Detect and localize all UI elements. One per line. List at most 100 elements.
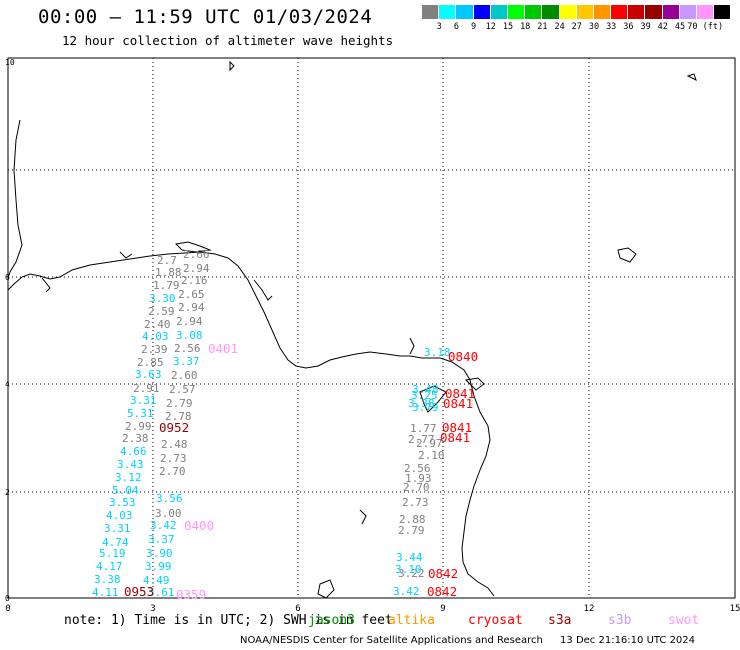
coastline-segment xyxy=(253,279,273,301)
wave-height-label: 3.99 xyxy=(145,560,172,573)
wave-height-label: 0401 xyxy=(208,341,238,356)
wave-height-label: 0841 xyxy=(440,430,470,445)
wave-height-label: 2.79 xyxy=(166,397,193,410)
wave-height-label: 2.99 xyxy=(125,420,152,433)
scale-swatch xyxy=(628,5,646,19)
coastline-segment xyxy=(464,377,485,391)
wave-height-label: 4.66 xyxy=(120,445,147,458)
wave-height-label: 3.63 xyxy=(135,368,162,381)
coastline-segment xyxy=(617,247,637,263)
mission-legend-s3a: s3a xyxy=(548,613,572,628)
y-tick-label: 6 xyxy=(5,273,10,282)
coastline-segment xyxy=(317,579,335,599)
scale-label: 18 xyxy=(520,22,531,32)
scale-swatch xyxy=(439,5,457,19)
map-title: 00:00 — 11:59 UTC 01/03/2024 xyxy=(38,6,373,28)
wave-height-label: 3.44 xyxy=(396,551,423,564)
scale-label: 42 xyxy=(657,22,668,32)
mission-legend-altika: altika xyxy=(388,613,435,628)
wave-height-label: 3.18 xyxy=(424,346,451,359)
wave-height-label: 2.38 xyxy=(122,432,149,445)
wave-height-label: 0359 xyxy=(176,587,206,602)
wave-height-label: 3.48 xyxy=(412,383,439,396)
scale-swatch xyxy=(507,5,526,19)
wave-height-label: 2.79 xyxy=(398,524,425,537)
wave-height-label: 3.31 xyxy=(130,394,157,407)
scale-swatch xyxy=(662,5,680,19)
scale-label: 30 xyxy=(588,22,600,32)
wave-height-label: 4.03 xyxy=(106,509,133,522)
map-frame xyxy=(7,57,736,599)
footer-note: note: 1) Time is in UTC; 2) SWH is in fe… xyxy=(64,613,699,628)
y-tick-label: 0 xyxy=(5,594,10,603)
scale-label: 15 xyxy=(502,22,514,32)
wave-height-label: 2.88 xyxy=(399,513,426,526)
coastline-segment xyxy=(7,119,23,279)
wave-height-label: 0842 xyxy=(428,566,458,581)
x-tick-label: 12 xyxy=(584,604,595,614)
credit-line: NOAA/NESDIS Center for Satellite Applica… xyxy=(240,635,695,646)
footer-note-text: note: 1) Time is in UTC; 2) SWH is in fe… xyxy=(64,613,393,628)
wave-height-label: 1.79 xyxy=(153,279,180,292)
wave-height-label: 0841 xyxy=(442,420,472,435)
wave-height-label: 2.94 xyxy=(183,262,210,275)
wave-height-label: 3.38 xyxy=(408,397,435,410)
wave-height-label: 0842 xyxy=(427,584,457,599)
wave-height-label: 3.37 xyxy=(148,533,175,546)
scale-swatch xyxy=(525,5,543,19)
wave-height-label: 3.79 xyxy=(412,401,439,414)
wave-height-label: 3.90 xyxy=(146,547,173,560)
wave-height-label: 3.12 xyxy=(115,471,142,484)
wave-height-label: 3.31 xyxy=(104,522,131,535)
wave-height-label: 0400 xyxy=(184,518,214,533)
scale-label: 6 xyxy=(453,22,459,32)
wave-height-label: 1.88 xyxy=(155,266,182,279)
scale-swatch xyxy=(679,5,697,19)
wave-height-label: 4.74 xyxy=(102,536,129,549)
wave-height-label: 3.25 xyxy=(411,389,438,402)
scale-label: 3 xyxy=(436,22,442,32)
wave-height-label: 5.19 xyxy=(99,547,126,560)
wave-height-label: 0841 xyxy=(443,396,473,411)
map-grid xyxy=(7,57,736,599)
wave-height-label: 0952 xyxy=(159,420,189,435)
wave-height-label: 3.42 xyxy=(150,519,177,532)
x-tick-label: 3 xyxy=(150,604,155,614)
wave-height-label: 2.7 xyxy=(157,254,177,267)
wave-height-label: 2.70 xyxy=(403,481,430,494)
scale-label: 27 xyxy=(571,22,582,32)
wave-height-label: 3.10 xyxy=(395,563,422,576)
wave-height-label: 3.56 xyxy=(156,492,183,505)
y-tick-label: 4 xyxy=(5,380,10,389)
wave-height-label: 2.60 xyxy=(171,369,198,382)
mission-legend-cryosat: cryosat xyxy=(468,613,523,628)
scale-swatch xyxy=(697,5,715,19)
wave-height-label: 2.77 xyxy=(408,433,435,446)
credit-text: NOAA/NESDIS Center for Satellite Applica… xyxy=(240,635,543,646)
scale-label: 70 (ft) xyxy=(687,22,724,32)
scale-swatch xyxy=(490,5,508,19)
scale-swatch xyxy=(645,5,663,19)
wave-height-label: 0840 xyxy=(448,349,478,364)
coastline-segment xyxy=(174,241,212,253)
wave-height-label: 2.73 xyxy=(402,496,429,509)
scale-swatch xyxy=(576,5,594,19)
coastline-segment xyxy=(419,385,447,413)
scale-swatch xyxy=(422,5,440,19)
wave-height-label: 3.53 xyxy=(109,496,136,509)
wave-height-label: 2.57 xyxy=(169,383,196,396)
wave-height-label: 3.43 xyxy=(117,458,144,471)
scale-label: 12 xyxy=(485,22,496,32)
coastline-segment xyxy=(41,277,51,293)
wave-height-label: 2.59 xyxy=(148,305,175,318)
scale-label: 39 xyxy=(640,22,651,32)
scale-swatch xyxy=(593,5,612,19)
wave-height-label: 3.42 xyxy=(393,585,420,598)
x-tick-label: 9 xyxy=(440,604,445,614)
wave-height-label: 1.77 xyxy=(410,422,437,435)
wave-height-label: 2.10 xyxy=(418,449,445,462)
scale-swatch xyxy=(456,5,474,19)
scale-swatch xyxy=(473,5,491,19)
coastline-segment xyxy=(359,509,367,525)
x-tick-label: 6 xyxy=(295,604,300,614)
